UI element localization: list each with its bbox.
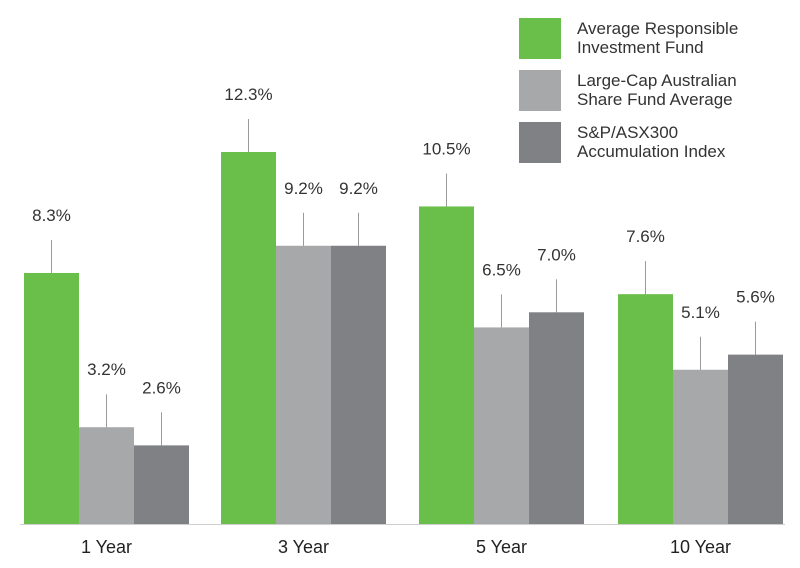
legend-swatch (519, 18, 561, 59)
data-label: 7.0% (537, 245, 576, 264)
category-label: 3 Year (278, 537, 329, 557)
data-label: 12.3% (224, 85, 272, 104)
legend-label: Large-Cap Australian (577, 71, 737, 90)
legend-label: Investment Fund (577, 38, 704, 57)
data-label: 5.6% (736, 288, 775, 307)
bar (134, 445, 189, 524)
legend-label: Accumulation Index (577, 142, 726, 161)
bar (618, 294, 673, 524)
bar (276, 245, 331, 524)
data-label: 9.2% (284, 179, 323, 198)
data-label: 6.5% (482, 260, 521, 279)
category-label: 10 Year (670, 537, 731, 557)
data-label: 8.3% (32, 206, 71, 225)
bar (474, 327, 529, 524)
data-label: 2.6% (142, 378, 181, 397)
data-label: 5.1% (681, 303, 720, 322)
legend-swatch (519, 70, 561, 111)
bar (331, 245, 386, 524)
legend-label: S&P/ASX300 (577, 123, 678, 142)
data-label: 9.2% (339, 179, 378, 198)
category-label: 5 Year (476, 537, 527, 557)
legend-swatch (519, 122, 561, 163)
data-label: 7.6% (626, 227, 665, 246)
bar (79, 427, 134, 524)
bar (419, 206, 474, 524)
bar (728, 354, 783, 524)
data-label: 3.2% (87, 360, 126, 379)
data-label: 10.5% (422, 139, 470, 158)
bar (24, 272, 79, 524)
bar (673, 369, 728, 524)
bar (221, 152, 276, 524)
category-label: 1 Year (81, 537, 132, 557)
legend-label: Share Fund Average (577, 90, 733, 109)
legend-label: Average Responsible (577, 19, 738, 38)
bar (529, 312, 584, 524)
